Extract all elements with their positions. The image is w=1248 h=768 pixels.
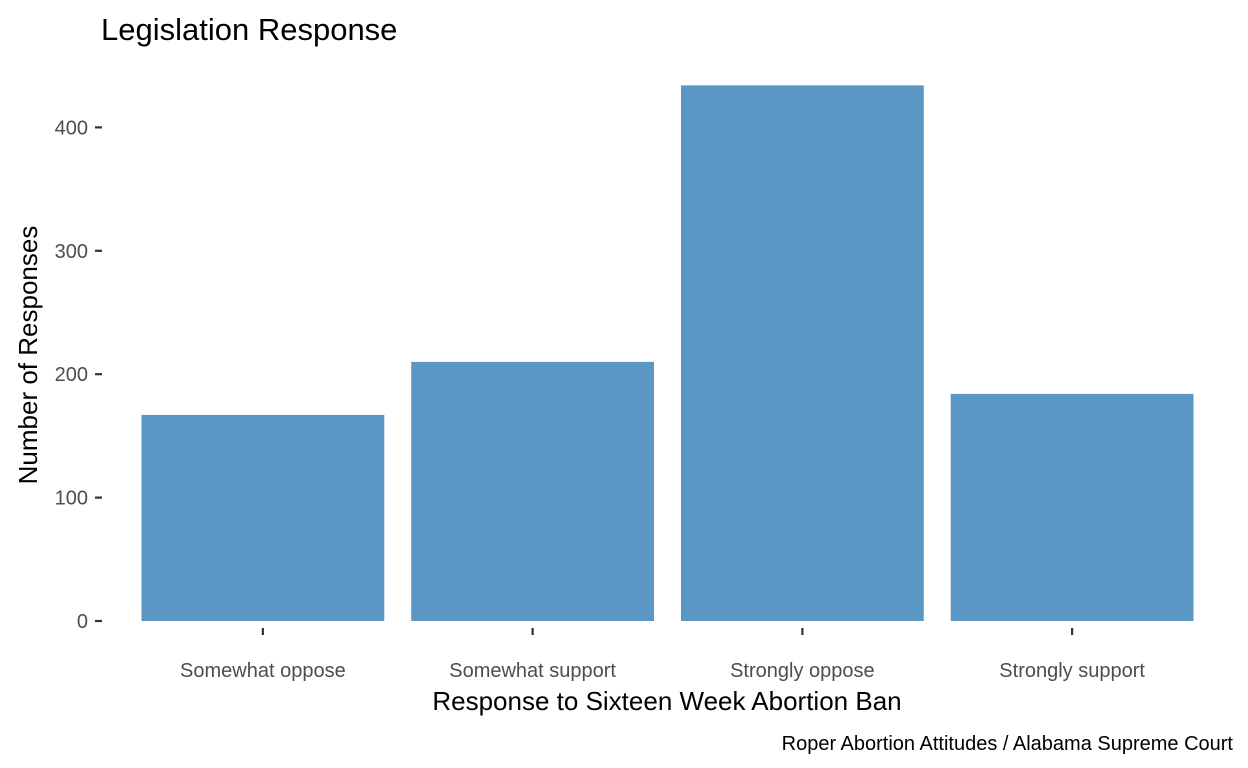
x-tick-label: Somewhat support	[449, 660, 616, 682]
y-tick-label: 300	[55, 241, 88, 263]
bar-strongly-support	[950, 393, 1194, 621]
bars-layer	[141, 85, 1194, 621]
y-tick-label: 0	[77, 611, 88, 633]
chart-title: Legislation Response	[101, 12, 397, 47]
y-tick-label: 200	[55, 364, 88, 386]
x-axis: Somewhat oppose Somewhat support Strongly …	[180, 628, 1145, 682]
x-tick-label: Strongly support	[999, 660, 1145, 682]
chart-caption: Roper Abortion Attitudes / Alabama Supre…	[782, 733, 1234, 755]
y-axis: 0 100 200 300 400	[55, 117, 102, 633]
x-axis-title: Response to Sixteen Week Abortion Ban	[432, 686, 901, 716]
y-axis-title: Number of Responses	[13, 226, 43, 485]
bar-strongly-oppose	[681, 85, 924, 621]
y-tick-label: 100	[55, 488, 88, 510]
bar-somewhat-support	[411, 361, 654, 621]
y-tick-label: 400	[55, 117, 88, 139]
bar-somewhat-oppose	[141, 414, 385, 621]
x-tick-label: Strongly oppose	[730, 660, 875, 682]
x-tick-label: Somewhat oppose	[180, 660, 346, 682]
